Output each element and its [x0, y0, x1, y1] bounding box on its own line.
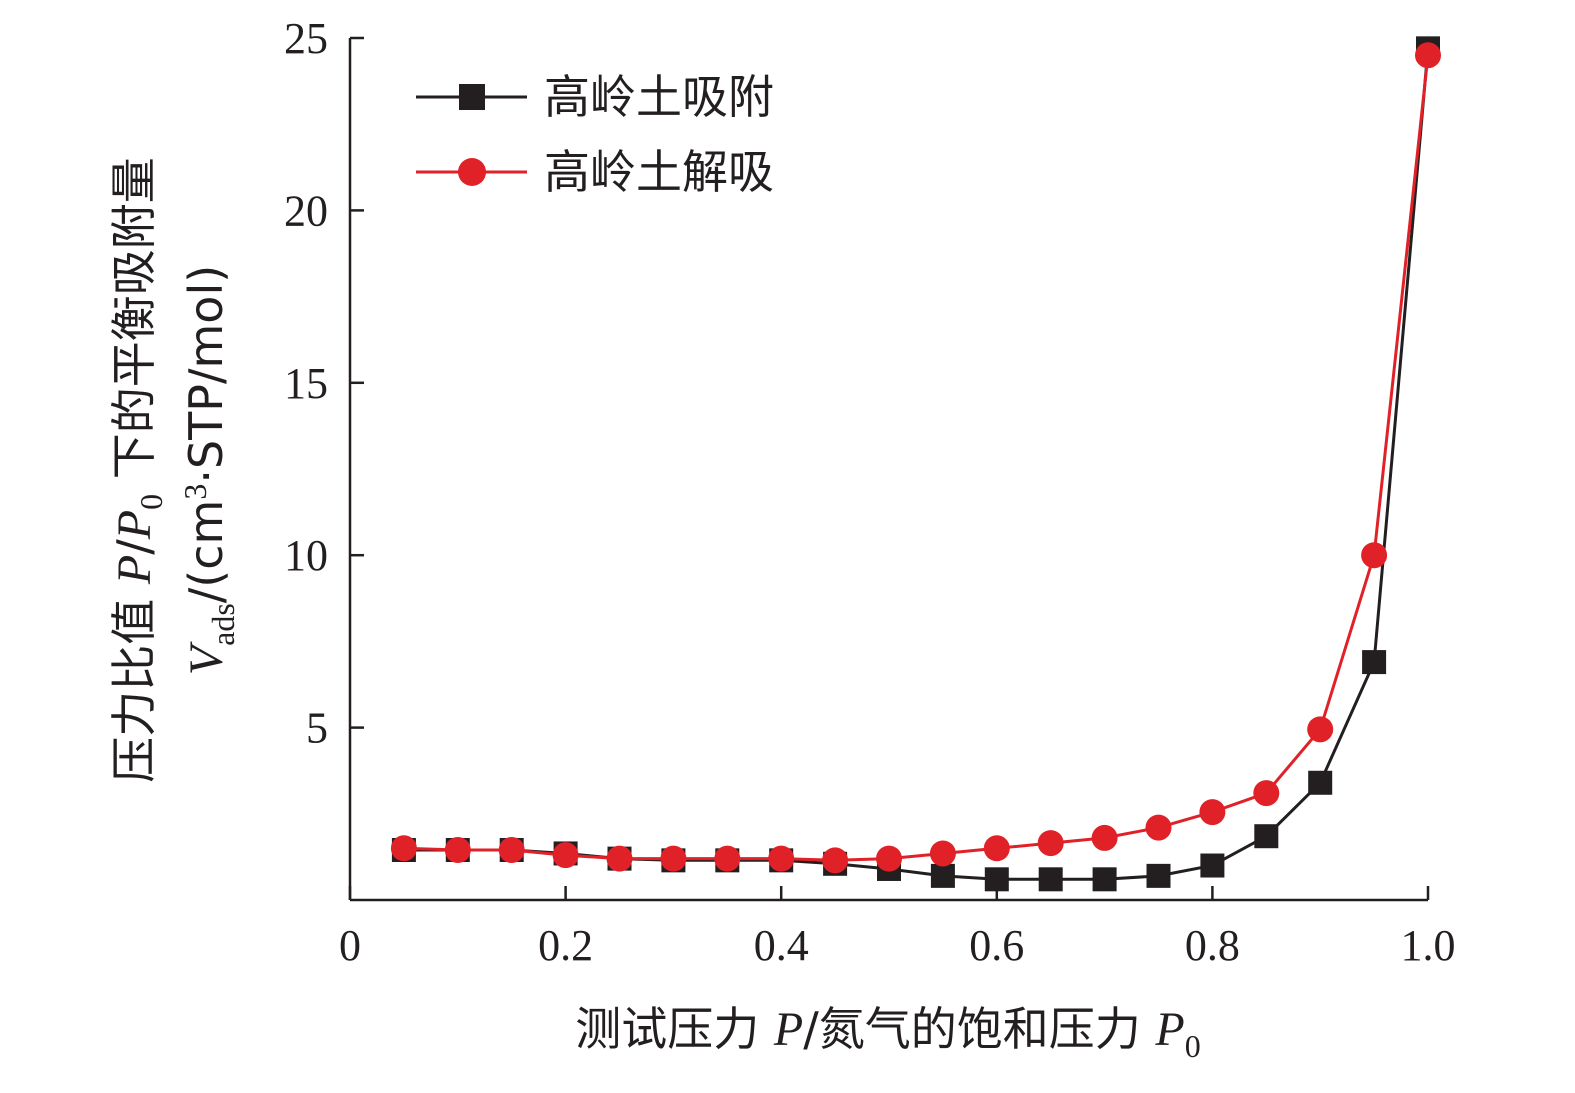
x-title-subscript: 0: [1185, 1028, 1201, 1064]
legend-item-desorption: 高岭土解吸: [416, 145, 774, 199]
y-tick-label: 10: [284, 531, 328, 580]
data-point-circle: [1199, 799, 1226, 826]
y-title-part: /(cm: [179, 500, 233, 604]
data-point-circle: [390, 835, 417, 862]
data-point-circle: [1253, 780, 1280, 807]
legend: 高岭土吸附 高岭土解吸: [416, 70, 774, 199]
data-point-square: [984, 867, 1009, 892]
y-title-subscript: ads: [205, 603, 241, 646]
data-point-square: [1038, 867, 1063, 892]
y-axis-title-line2: Vads/(cm3·STP/mol): [177, 265, 241, 675]
x-title-part: /氮气的饱和压力: [803, 1002, 1155, 1056]
y-title-part: /: [107, 539, 161, 555]
y-axis-title-line1: 压力比值 P/P0 下的平衡吸附量: [107, 157, 169, 782]
x-title-var: P: [1154, 1003, 1184, 1056]
data-point-circle: [876, 845, 902, 872]
data-point-circle: [660, 845, 687, 872]
data-point-circle: [983, 835, 1010, 862]
data-point-circle: [606, 845, 633, 872]
y-title-var: V: [180, 641, 233, 675]
legend-marker-square: [459, 84, 485, 110]
data-point-circle: [1145, 814, 1172, 841]
y-title-subscript: 0: [133, 494, 169, 510]
y-tick-label: 15: [284, 359, 328, 408]
legend-label-adsorption: 高岭土吸附: [544, 70, 774, 124]
series-desorption: [390, 42, 1441, 874]
data-point-square: [1308, 770, 1333, 795]
x-title-var: P: [773, 1003, 803, 1056]
series-layer: [390, 36, 1441, 892]
y-tick-label: 20: [284, 186, 328, 235]
data-point-square: [930, 863, 955, 888]
y-title-var: P: [108, 510, 161, 540]
data-point-circle: [444, 837, 471, 864]
y-title-part: ·STP/mol): [179, 265, 233, 484]
data-point-circle: [1361, 542, 1388, 569]
x-tick-label: 0.6: [969, 921, 1024, 970]
data-point-square: [1200, 853, 1225, 878]
legend-label-desorption: 高岭土解吸: [544, 145, 774, 199]
axes: [348, 38, 1428, 902]
x-ticks: 0 0.2 0.4 0.6 0.8 1.0: [339, 886, 1456, 970]
data-point-circle: [1091, 824, 1118, 851]
x-tick-label: 0: [339, 921, 361, 970]
data-point-circle: [1415, 42, 1441, 69]
data-point-square: [1146, 863, 1171, 888]
y-ticks: 5 10 15 20 25: [284, 14, 364, 753]
y-tick-label: 5: [306, 704, 328, 753]
y-tick-label: 25: [284, 14, 328, 63]
data-point-circle: [768, 845, 795, 872]
data-point-circle: [1037, 830, 1064, 857]
data-point-circle: [498, 837, 525, 864]
x-tick-label: 0.2: [538, 921, 593, 970]
x-axis-title: 测试压力 P/氮气的饱和压力 P0: [575, 1002, 1200, 1064]
x-tick-label: 0.4: [754, 921, 809, 970]
data-point-circle: [1307, 716, 1334, 743]
legend-item-adsorption: 高岭土吸附: [416, 70, 774, 124]
y-title-part: 下的平衡吸附量: [107, 157, 161, 494]
x-title-part: 测试压力: [575, 1002, 774, 1056]
y-title-superscript: 3: [177, 484, 213, 500]
x-tick-label: 1.0: [1401, 921, 1456, 970]
y-title-var: P: [108, 555, 161, 585]
y-title-part: 压力比值: [107, 584, 161, 783]
data-point-circle: [929, 840, 956, 867]
data-point-square: [1254, 824, 1279, 849]
legend-marker-circle: [458, 158, 486, 186]
data-point-square: [1362, 650, 1387, 675]
data-point-square: [1092, 867, 1117, 892]
data-point-circle: [552, 842, 579, 869]
data-point-circle: [822, 847, 849, 874]
x-tick-label: 0.8: [1185, 921, 1240, 970]
data-point-circle: [714, 845, 741, 872]
